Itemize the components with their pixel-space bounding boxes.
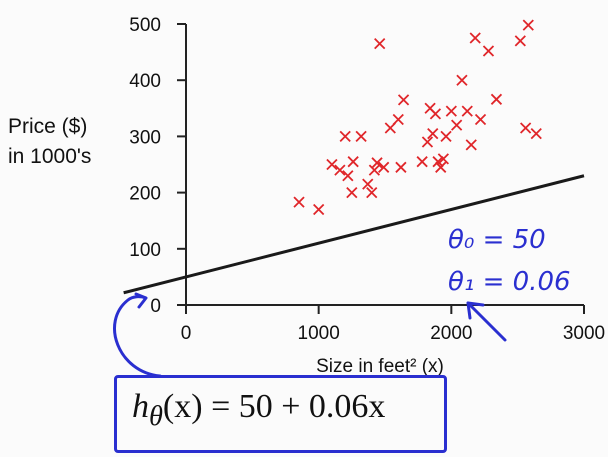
data-point-x-marker (514, 35, 526, 47)
tick-labels: 0 100 200 300 400 500 0 1000 2000 3000 (129, 15, 605, 344)
data-point-x-marker (437, 153, 450, 165)
data-point-x-marker (456, 74, 468, 86)
data-point-x-marker (366, 186, 378, 199)
formula-body: (x) = 50 + 0.06x (162, 388, 386, 425)
data-point-x-marker (395, 161, 407, 173)
data-point-x-marker (362, 178, 374, 190)
y-tick-label: 300 (129, 127, 161, 148)
y-axis-label: Price ($) in 1000's (8, 112, 91, 172)
data-point-x-marker (392, 113, 404, 126)
data-point-x-marker (519, 122, 532, 134)
data-point-x-marker (469, 32, 481, 44)
y-tick-label: 400 (129, 71, 161, 92)
data-point-x-marker (374, 38, 386, 50)
data-point-x-marker (490, 93, 503, 105)
y-tick-label: 500 (129, 15, 161, 36)
data-point-x-marker (378, 161, 390, 173)
data-point-x-marker (371, 157, 383, 169)
data-point-x-marker (421, 136, 434, 148)
y-axis-label-line1: Price ($) (8, 115, 88, 138)
theta0-annotation: θ₀ = 50 (448, 225, 546, 255)
data-point-x-marker (326, 158, 338, 171)
data-point-x-marker (293, 196, 305, 208)
data-point-x-marker (451, 119, 463, 131)
data-point-x-marker (346, 186, 358, 199)
formula-highlight-box (114, 375, 447, 453)
data-point-x-marker (347, 156, 359, 168)
data-point-x-marker (461, 105, 473, 117)
x-tick-label: 3000 (563, 323, 605, 344)
data-point-x-marker (313, 203, 325, 216)
data-point-x-marker (522, 19, 534, 31)
data-point-x-marker (334, 164, 346, 176)
arrow-to-intercept (113, 292, 162, 378)
data-point-x-marker (445, 105, 457, 117)
data-point-x-marker (339, 130, 351, 143)
formula-h: h (132, 388, 149, 425)
data-point-x-marker (530, 127, 542, 140)
data-point-x-marker (440, 130, 452, 143)
arrow-to-theta1 (466, 301, 507, 342)
data-points (293, 19, 542, 216)
y-tick-label: 100 (129, 240, 161, 261)
data-point-x-marker (474, 113, 487, 126)
theta1-annotation: θ₁ = 0.06 (448, 267, 571, 297)
x-tick-label: 0 (181, 323, 192, 344)
data-point-x-marker (465, 139, 477, 151)
x-axis-label: Size in feet² (x) (316, 356, 444, 377)
axes (177, 23, 585, 314)
data-point-x-marker (368, 164, 381, 176)
data-point-x-marker (416, 156, 428, 168)
data-point-x-marker (355, 130, 367, 143)
hypothesis-line (123, 174, 585, 295)
data-point-x-marker (427, 127, 439, 140)
data-point-x-marker (435, 161, 447, 173)
data-point-x-marker (429, 108, 442, 120)
data-point-x-marker (482, 45, 495, 57)
data-point-x-marker (432, 156, 444, 168)
y-tick-label: 200 (129, 184, 161, 205)
x-tick-label: 1000 (298, 323, 340, 344)
formula-theta: θ (149, 400, 163, 432)
handwritten-annotations: θ₀ = 50 θ₁ = 0.06 (113, 225, 571, 378)
y-tick-label: 0 (150, 296, 161, 317)
x-tick-label: 2000 (430, 323, 472, 344)
data-point-x-marker (342, 170, 354, 182)
data-point-x-marker (397, 94, 410, 106)
y-axis-label-line2: in 1000's (8, 145, 92, 168)
hypothesis-formula: hθ(x) = 50 + 0.06x (132, 388, 385, 433)
